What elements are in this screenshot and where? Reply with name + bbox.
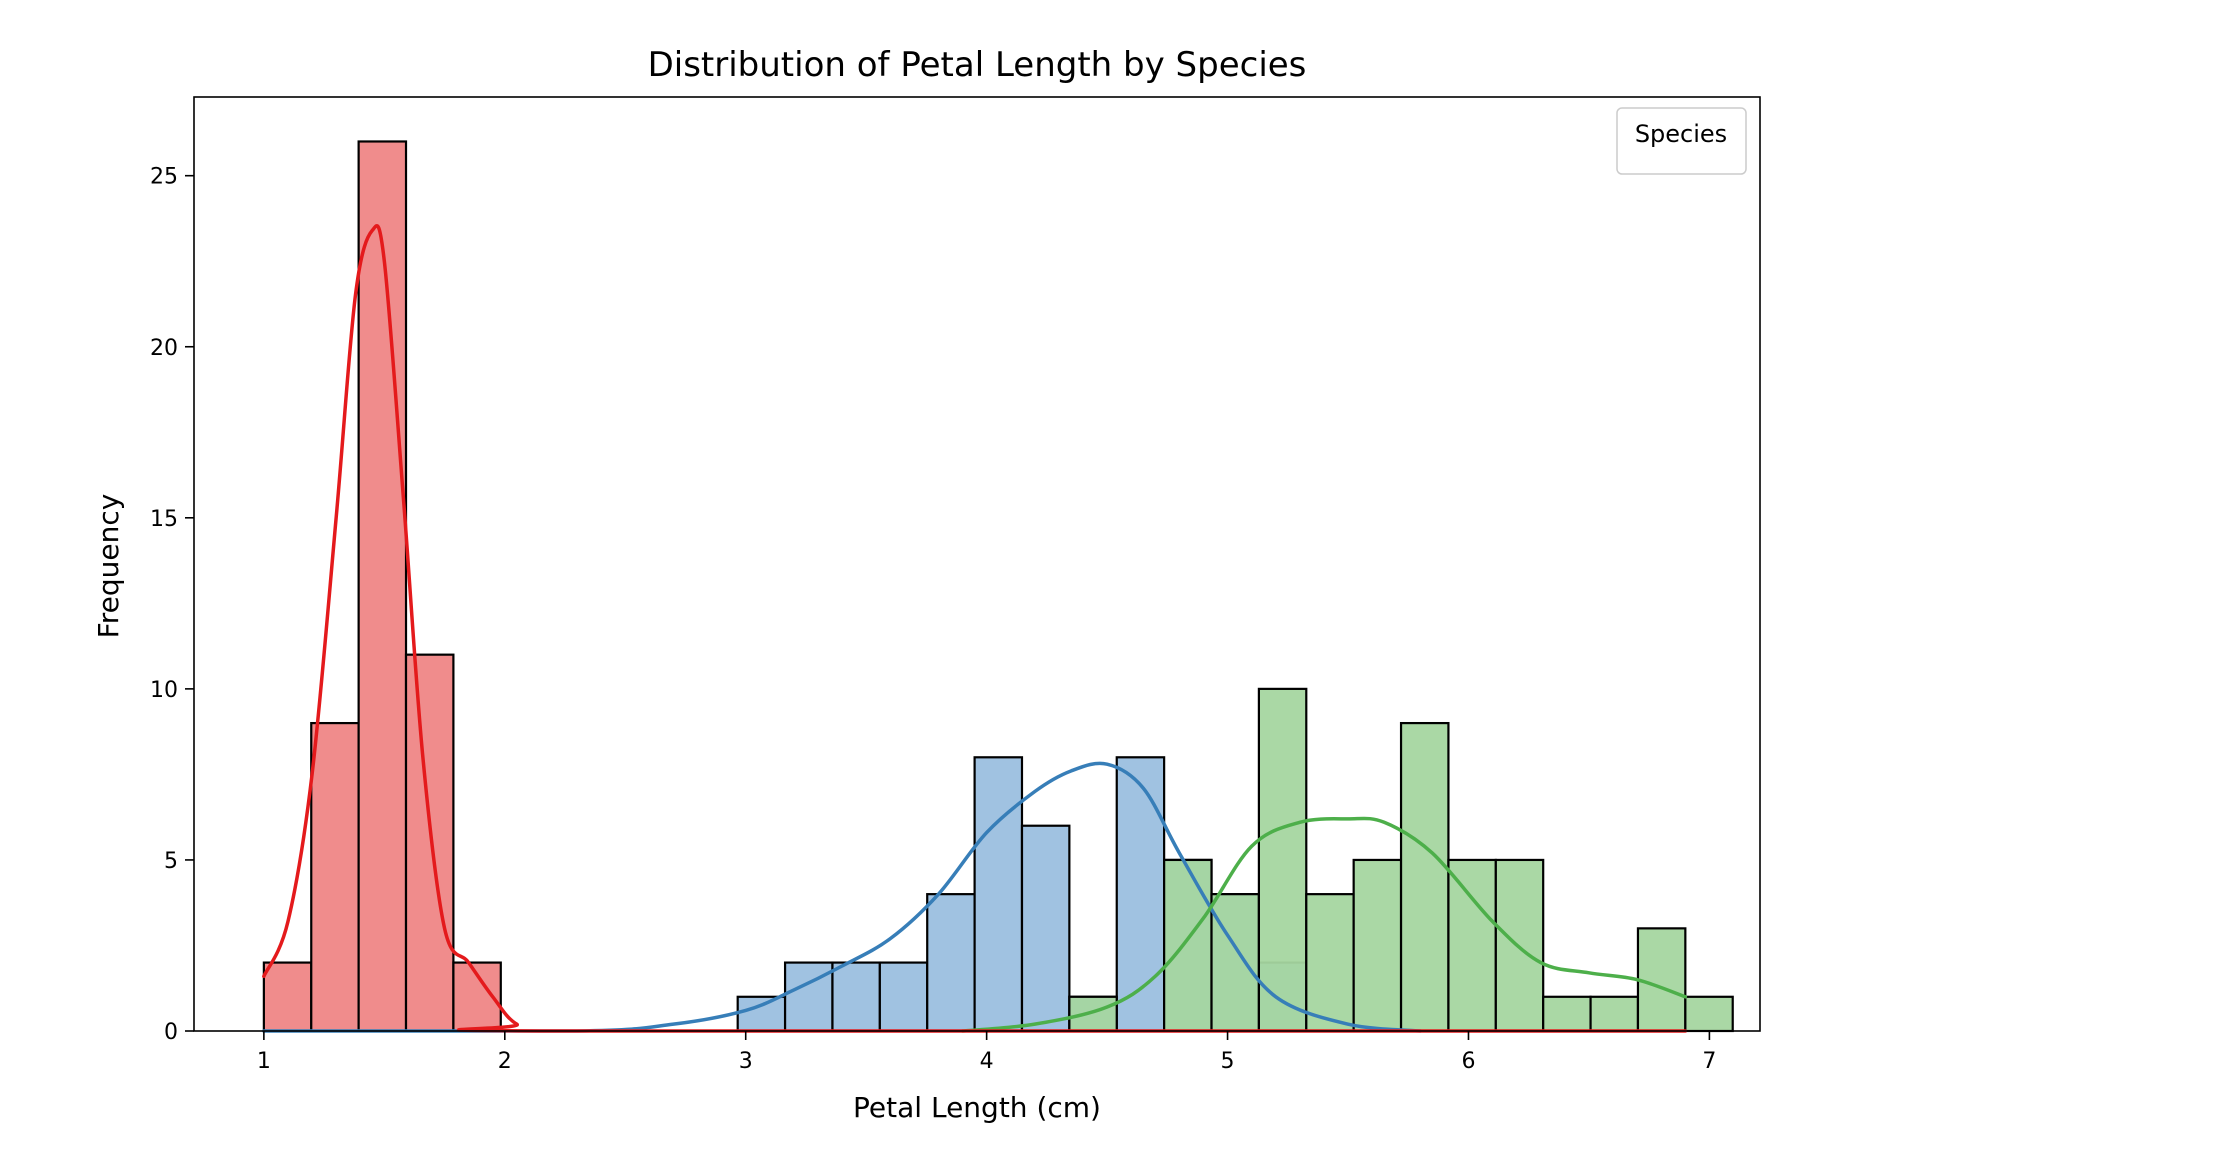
x-tick-label-6: 6 (1461, 1049, 1475, 1074)
legend: Species (1616, 107, 1747, 175)
bar-virginica-1 (1163, 858, 1213, 1033)
bars-layer (262, 140, 1734, 1033)
bar-virginica-12 (1684, 995, 1734, 1033)
bar-versicolor-5 (973, 756, 1024, 1033)
bar-virginica-6 (1399, 721, 1450, 1033)
bar-versicolor-3 (878, 961, 929, 1033)
y-axis-label: Frequency (92, 494, 125, 639)
bar-virginica-5 (1352, 858, 1403, 1033)
kde-line-virginica (960, 816, 1688, 1033)
bar-setosa-2 (357, 140, 408, 1033)
chart-title: Distribution of Petal Length by Species (648, 45, 1307, 85)
bar-virginica-9 (1542, 995, 1592, 1033)
y-tick-label-10: 10 (150, 678, 178, 703)
legend-title: Species (1635, 120, 1727, 148)
x-axis-label: Petal Length (cm) (853, 1091, 1101, 1124)
bar-versicolor-0 (736, 995, 787, 1033)
plot-frame (193, 96, 1761, 1032)
x-tick-label-1: 1 (257, 1049, 271, 1074)
x-tick-label-5: 5 (1221, 1049, 1235, 1074)
y-tick-label-25: 25 (150, 165, 178, 190)
bar-virginica-11 (1636, 927, 1687, 1033)
bar-setosa-3 (404, 653, 455, 1033)
bar-virginica-8 (1494, 858, 1545, 1033)
x-tick-label-4: 4 (980, 1049, 994, 1074)
x-tick-label-7: 7 (1702, 1049, 1716, 1074)
bar-virginica-3 (1257, 687, 1308, 1033)
bar-versicolor-6 (1020, 824, 1071, 1033)
bar-versicolor-4 (926, 893, 976, 1033)
legend-box (1616, 107, 1747, 175)
y-tick-label-0: 0 (164, 1020, 178, 1045)
bar-virginica-4 (1305, 893, 1355, 1033)
y-axis-ticks: 0 5 10 15 20 25 (150, 165, 194, 1045)
bar-virginica-7 (1447, 858, 1497, 1033)
y-tick-label-15: 15 (150, 507, 178, 532)
kde-line-versicolor (262, 761, 1423, 1033)
bar-virginica-0 (1068, 995, 1118, 1033)
x-tick-label-2: 2 (498, 1049, 512, 1074)
bar-setosa-1 (310, 721, 360, 1033)
bar-virginica-2 (1210, 893, 1260, 1033)
x-tick-label-3: 3 (739, 1049, 753, 1074)
bar-virginica-10 (1589, 995, 1640, 1033)
bar-setosa-0 (262, 961, 313, 1033)
bar-versicolor-2 (831, 961, 881, 1033)
y-tick-label-5: 5 (164, 849, 178, 874)
y-tick-label-20: 20 (150, 336, 178, 361)
x-axis-ticks: 1 2 3 4 5 6 7 (257, 1031, 1716, 1074)
